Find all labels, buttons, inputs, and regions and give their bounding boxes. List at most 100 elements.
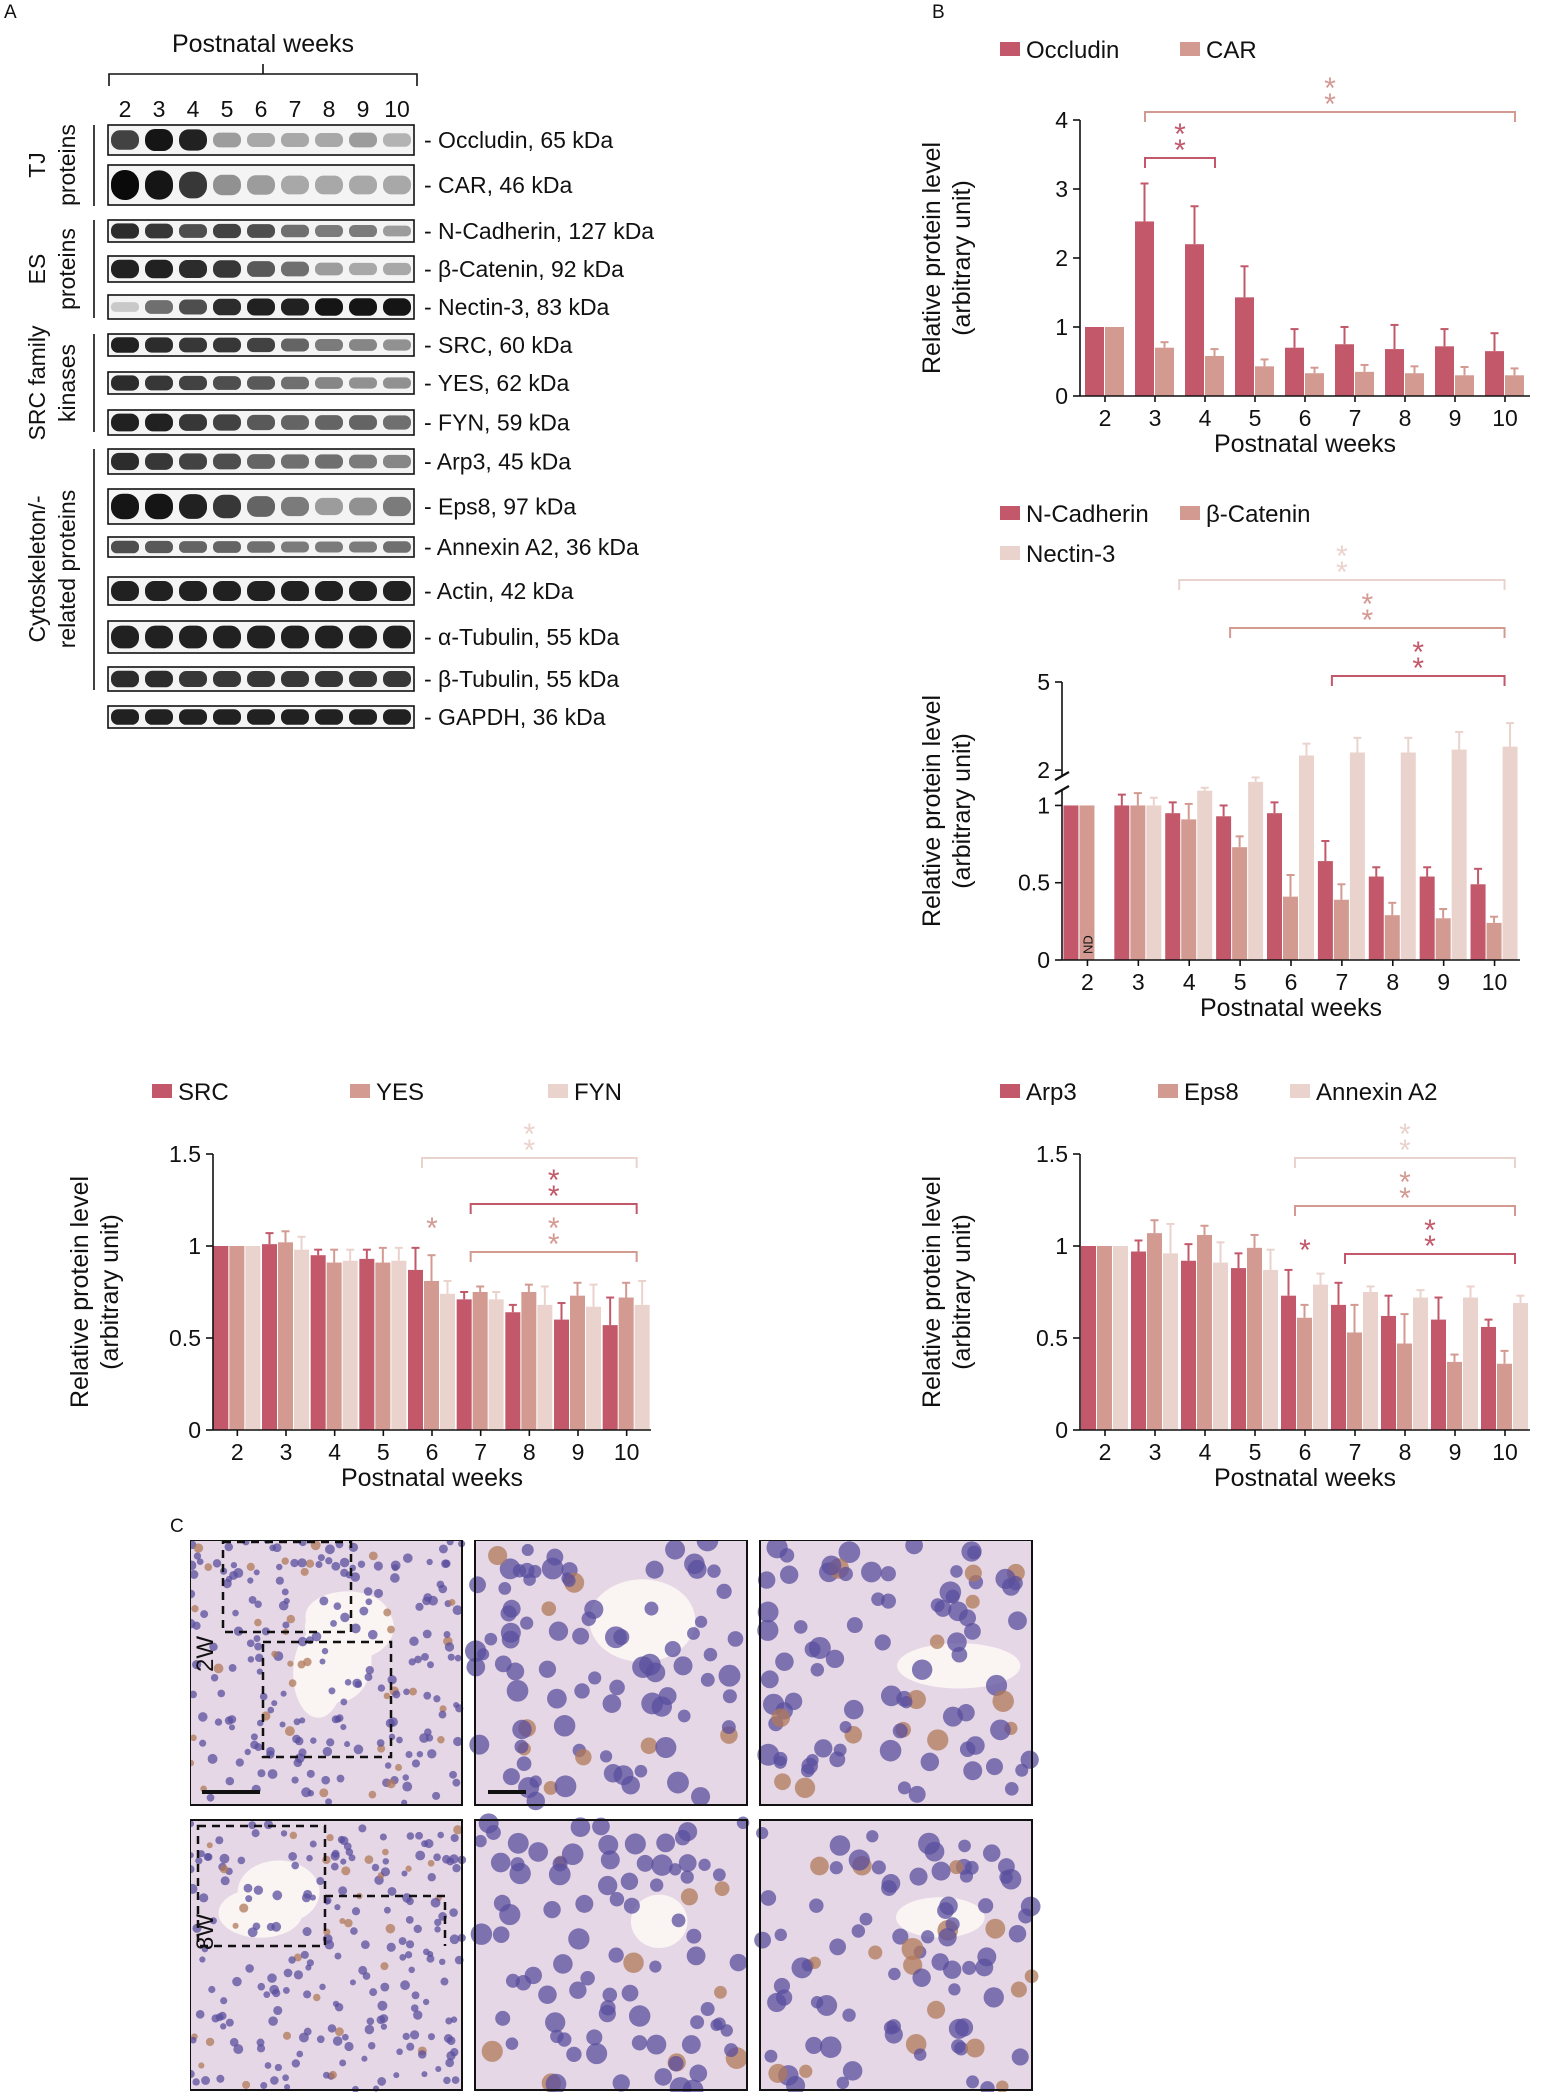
blot-label: - β-Tubulin, 55 kDa (424, 666, 619, 692)
bar (505, 1312, 521, 1430)
cell-nucleus (239, 1903, 249, 1913)
blot-label: - α-Tubulin, 55 kDa (424, 624, 619, 650)
nd-annotation: ND (1080, 935, 1095, 954)
cell-nucleus (716, 1583, 732, 1599)
cell-nucleus (267, 1769, 278, 1779)
cell-nucleus (598, 1834, 619, 1855)
cell-nucleus (1020, 1750, 1039, 1769)
cell-nucleus (348, 1854, 356, 1862)
cell-nucleus (232, 1609, 239, 1617)
bar (1463, 1297, 1478, 1430)
cell-nucleus (543, 1780, 558, 1795)
wb-lane-label: 7 (289, 96, 302, 122)
cell-nucleus (325, 1798, 333, 1806)
cell-nucleus (545, 2073, 567, 2092)
cell-nucleus (829, 1861, 843, 1875)
cell-nucleus (449, 1908, 458, 1917)
cell-nucleus (819, 2036, 842, 2058)
cell-nucleus (190, 1618, 196, 1629)
bar (1502, 746, 1518, 960)
cell-nucleus (261, 1627, 270, 1636)
cell-nucleus (293, 1718, 301, 1726)
cell-nucleus (382, 1858, 390, 1865)
blot-band (281, 541, 309, 553)
bar (1419, 876, 1435, 960)
cell-nucleus (210, 1673, 219, 1682)
group-label-line2: proteins (54, 228, 80, 310)
legend-swatch (152, 1084, 172, 1098)
cell-nucleus (373, 1561, 383, 1571)
cell-nucleus (488, 1545, 508, 1566)
histology-tile (754, 1819, 1041, 2092)
cell-nucleus (964, 1623, 981, 1640)
histology-tile (190, 1819, 467, 2092)
x-tick-label: 4 (328, 1439, 341, 1465)
cell-nucleus (624, 1833, 646, 1855)
cell-nucleus (394, 1763, 403, 1772)
blot-band (349, 497, 377, 516)
bar (1431, 1319, 1446, 1430)
bar (1455, 375, 1474, 396)
cell-nucleus (754, 1931, 771, 1949)
bar (1079, 805, 1095, 960)
cell-nucleus (363, 1587, 373, 1596)
significance-bracket (469, 1251, 638, 1262)
cell-nucleus (219, 1853, 230, 1864)
tile-border (474, 1819, 748, 2091)
y-axis-label: Relative protein level (918, 142, 946, 374)
cell-nucleus (501, 1630, 520, 1649)
blot-band (111, 302, 139, 312)
x-tick-label: 8 (1399, 405, 1412, 431)
significance-star: * (1424, 1214, 1436, 1247)
blot-band (247, 132, 275, 148)
cell-nucleus (365, 1598, 373, 1606)
bar (1216, 816, 1232, 960)
cell-nucleus (686, 1928, 702, 1944)
legend-label: N-Cadherin (1026, 501, 1149, 528)
significance-star: * (548, 1228, 560, 1261)
bar (1335, 344, 1354, 396)
cell-nucleus (199, 1956, 206, 1963)
cell-nucleus (757, 1601, 779, 1623)
cell-nucleus (393, 2072, 400, 2079)
blot-band (247, 414, 275, 431)
cell-nucleus (319, 1788, 329, 1798)
cell-nucleus (430, 1897, 441, 1908)
cell-nucleus (584, 1599, 604, 1619)
significance-star: * (1336, 556, 1348, 589)
cell-nucleus (942, 1706, 963, 1727)
cell-nucleus (871, 1592, 885, 1607)
cell-nucleus (598, 2005, 616, 2023)
x-tick-label: 5 (1249, 405, 1262, 431)
cell-nucleus (225, 1776, 235, 1786)
cell-nucleus (449, 1770, 457, 1779)
cell-nucleus (263, 1820, 274, 1830)
legend-label: Annexin A2 (1316, 1079, 1437, 1106)
cell-nucleus (554, 1775, 577, 1798)
cell-nucleus (325, 1557, 333, 1565)
cell-nucleus (192, 1660, 202, 1670)
tile-border (190, 1540, 463, 1806)
cell-nucleus (276, 1563, 283, 1571)
bar (1197, 1234, 1212, 1430)
significance-star: * (1399, 1118, 1411, 1151)
cell-nucleus (918, 1832, 940, 1855)
cell-nucleus (958, 1609, 977, 1627)
cell-nucleus (507, 1832, 529, 1854)
bar (245, 1246, 261, 1430)
cell-nucleus (334, 1715, 342, 1723)
cell-nucleus (220, 1876, 230, 1886)
cell-nucleus (364, 1855, 374, 1864)
cell-nucleus (469, 1576, 486, 1594)
cell-nucleus (250, 1740, 259, 1750)
cell-nucleus (469, 1734, 490, 1755)
cell-nucleus (809, 1898, 824, 1913)
bar (1355, 371, 1374, 396)
cell-nucleus (592, 1817, 610, 1836)
blot-band (281, 625, 309, 649)
blot-band (315, 709, 343, 725)
bar (1513, 1303, 1528, 1430)
blot-band (179, 541, 207, 553)
cell-nucleus (282, 2074, 289, 2082)
cell-nucleus (990, 1719, 1011, 1741)
